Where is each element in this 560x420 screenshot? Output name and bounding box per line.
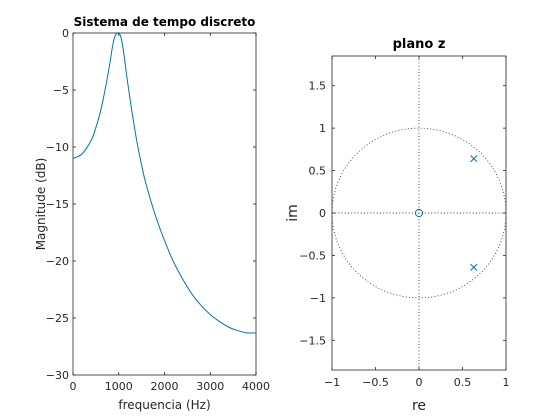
z-plane-x-ticks: −1 −0.5 0 0.5 1 [324, 56, 510, 389]
magnitude-chart: 0 1000 2000 3000 4000 0 −5 −10 −15 −20 −25 −30 Sis… [34, 15, 270, 412]
zero-marker [414, 208, 424, 218]
z-plane-x-tick-label: 0.5 [454, 376, 472, 389]
z-plane-x-tick-label: 0 [416, 376, 423, 389]
z-plane-y-tick-label: 0 [319, 207, 326, 220]
magnitude-y-tick-label: −15 [46, 198, 69, 211]
pole-marker [470, 263, 478, 271]
z-plane-x-tick-label: −1 [324, 376, 340, 389]
z-plane-y-tick-label: 1 [319, 122, 326, 135]
magnitude-y-tick-label: 0 [62, 27, 69, 40]
z-plane-y-tick-label: −1.5 [299, 334, 326, 347]
pole-marker-stroke [470, 155, 478, 163]
z-plane-x-tick-label: −0.5 [362, 376, 389, 389]
magnitude-y-tick-label: −30 [46, 369, 69, 382]
magnitude-series-line [72, 32, 257, 334]
z-plane-x-tick-label: 1 [503, 376, 510, 389]
magnitude-y-ticks: 0 −5 −10 −15 −20 −25 −30 [46, 27, 256, 382]
magnitude-chart-title: Sistema de tempo discreto [74, 15, 256, 29]
magnitude-x-tick-label: 1000 [105, 380, 133, 393]
z-plane-y-tick-label: 1.5 [309, 80, 327, 93]
magnitude-y-tick-label: −25 [46, 312, 69, 325]
z-plane-markers [414, 155, 478, 271]
z-plane-chart-title: plano z [393, 37, 446, 52]
magnitude-x-label: frequencia (Hz) [118, 398, 210, 412]
z-plane-chart: −1 −0.5 0 0.5 1 1.5 1 0.5 0 −0.5 −1 −1.5 plano z r… [285, 37, 510, 414]
z-plane-y-tick-label: 0.5 [309, 165, 327, 178]
magnitude-x-tick-label: 3000 [196, 380, 224, 393]
pole-marker-stroke [470, 263, 478, 271]
magnitude-y-label: Magnitude (dB) [34, 158, 48, 251]
magnitude-x-ticks: 0 1000 2000 3000 4000 [70, 33, 270, 393]
magnitude-y-tick-label: −10 [46, 141, 69, 154]
magnitude-x-tick-label: 2000 [151, 380, 179, 393]
z-plane-y-ticks: 1.5 1 0.5 0 −0.5 −1 −1.5 [299, 80, 506, 347]
magnitude-x-tick-label: 4000 [242, 380, 270, 393]
z-plane-y-tick-label: −0.5 [299, 249, 326, 262]
magnitude-y-tick-label: −5 [53, 84, 69, 97]
z-plane-y-tick-label: −1 [310, 292, 326, 305]
magnitude-y-tick-label: −20 [46, 255, 69, 268]
magnitude-x-tick-label: 0 [70, 380, 77, 393]
pole-marker [470, 155, 478, 163]
magnitude-axes-box [72, 32, 257, 376]
z-plane-x-label: re [412, 398, 426, 414]
z-plane-y-label: im [285, 204, 301, 222]
